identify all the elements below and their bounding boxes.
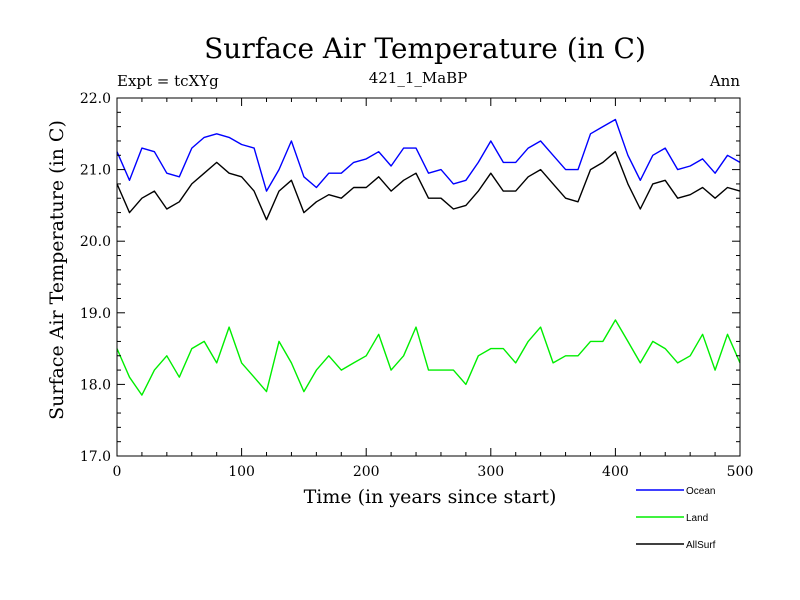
chart-title: Surface Air Temperature (in C) [204,32,646,65]
series-line-ocean [116,118,741,192]
x-tick-label: 300 [477,464,504,480]
legend: Ocean Land AllSurf [636,486,716,551]
y-tick-label: 20.0 [80,234,111,250]
age-label: 421_1_MaBP [369,69,468,87]
series-line-allsurf [116,151,741,221]
x-tick-label: 400 [602,464,629,480]
x-axis-label: Time (in years since start) [304,486,557,508]
x-axis-ticks: 0 100 200 300 400 500 [113,98,754,480]
y-tick-label: 19.0 [80,306,111,322]
experiment-label: Expt = tcXYg [117,72,219,90]
series-line-land [116,319,741,396]
series-lines [116,118,741,396]
x-tick-label: 100 [228,464,255,480]
x-tick-label: 500 [727,464,754,480]
plot-frame [116,97,741,457]
legend-label-allsurf: AllSurf [686,540,716,551]
x-tick-label: 0 [113,464,122,480]
x-tick-label: 200 [353,464,380,480]
season-label: Ann [709,72,740,90]
y-axis-ticks: 17.0 18.0 19.0 20.0 21.0 22.0 [80,91,740,465]
y-tick-label: 22.0 [80,91,111,107]
legend-label-land: Land [686,513,708,524]
legend-label-ocean: Ocean [686,486,715,497]
y-tick-label: 21.0 [80,163,111,179]
y-tick-label: 18.0 [80,377,111,393]
y-tick-label: 17.0 [80,449,111,465]
y-axis-label: Surface Air Temperature (in C) [46,120,68,420]
